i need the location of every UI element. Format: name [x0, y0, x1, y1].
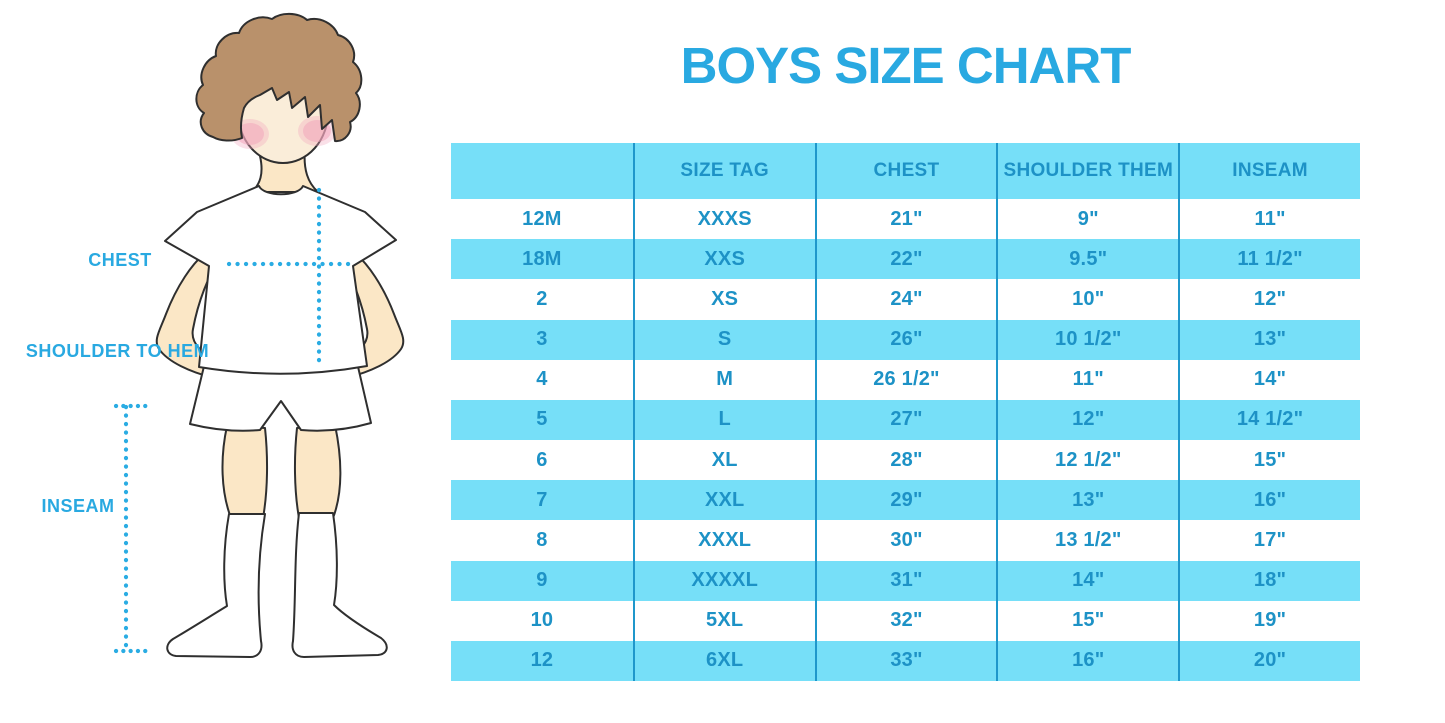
table-cell: 22": [814, 239, 997, 280]
table-cell: XXS: [632, 239, 815, 280]
table-row: 9 XXXXL 31" 14" 18": [451, 560, 1360, 601]
table-row: 3 S 26" 10 1/2" 13": [451, 319, 1360, 360]
page-title: BOYS SIZE CHART: [680, 37, 1132, 94]
table-cell: 17": [1178, 520, 1360, 561]
table-cell: XXXS: [632, 199, 815, 240]
table-cell: 20": [1178, 640, 1360, 682]
header-cell: [451, 143, 633, 199]
table-cell: 7: [536, 488, 548, 511]
table-cell: 10": [996, 279, 1178, 320]
table-cell: 29": [814, 480, 997, 521]
table-cell: 27": [814, 399, 997, 441]
table-cell: 14": [996, 560, 1178, 601]
table-cell: 9: [536, 569, 548, 592]
table-cell: 26 1/2": [814, 359, 997, 400]
legs: [221, 424, 342, 519]
table-cell: 3: [536, 328, 548, 351]
table-cell: 24": [814, 279, 997, 320]
table-row: 7 XXL 29" 13" 16": [451, 480, 1360, 521]
table-row: 4 M 26 1/2" 11" 14": [451, 359, 1360, 400]
table-cell: 12: [530, 649, 554, 672]
table-cell: 8: [536, 528, 548, 551]
table-cell: 11": [996, 359, 1178, 400]
table-cell: 6XL: [632, 640, 815, 682]
table-cell: XXXXL: [632, 560, 815, 601]
table-cell: 11": [1178, 199, 1360, 240]
inseam-line: [113, 403, 149, 654]
table-cell: 9": [996, 199, 1178, 240]
table-cell: 12": [996, 399, 1178, 441]
header-cell: INSEAM: [1178, 143, 1360, 199]
table-cell: 14 1/2": [1178, 399, 1360, 441]
table-cell: 9.5": [996, 239, 1178, 280]
table-cell: 10 1/2": [996, 319, 1178, 360]
table-cell: M: [632, 359, 815, 400]
hair: [195, 12, 363, 143]
table-row: 8 XXXL 30" 13 1/2" 17": [451, 520, 1360, 561]
table-cell: XXL: [632, 480, 815, 521]
t-shirt: [164, 185, 397, 375]
size-table: SIZE TAG CHEST SHOULDER THEM INSEAM 12M XXXS 2…: [451, 143, 1360, 682]
table-cell: 16": [1178, 480, 1360, 521]
table-row: 10 5XL 32" 15" 19": [451, 600, 1360, 641]
table-row: 5 L 27" 12" 14 1/2": [451, 399, 1360, 441]
table-cell: 18M: [522, 247, 562, 270]
header-cell: SIZE TAG: [632, 143, 815, 199]
socks: [166, 512, 388, 658]
table-row: 18M XXS 22" 9.5" 11 1/2": [451, 239, 1360, 280]
table-cell: 14": [1178, 359, 1360, 400]
table-cell: XL: [632, 440, 815, 481]
table-cell: 26": [814, 319, 997, 360]
table-cell: 18": [1178, 560, 1360, 601]
table-cell: XS: [632, 279, 815, 320]
table-row: 2 XS 24" 10" 12": [451, 279, 1360, 320]
table-cell: 4: [536, 368, 548, 391]
table-cell: 12": [1178, 279, 1360, 320]
table-cell: 13 1/2": [996, 520, 1178, 561]
header-cell: SHOULDER THEM: [996, 143, 1178, 199]
table-cell: 10: [530, 609, 554, 632]
table-cell: XXXL: [632, 520, 815, 561]
table-cell: 13": [1178, 319, 1360, 360]
table-cell: 21": [814, 199, 997, 240]
table-cell: 32": [814, 600, 997, 641]
table-cell: 11 1/2": [1178, 239, 1360, 280]
table-cell: 5XL: [632, 600, 815, 641]
table-cell: 13": [996, 480, 1178, 521]
table-cell: 6: [536, 448, 548, 471]
table-cell: 31": [814, 560, 997, 601]
shoulder-to-hem-label: SHOULDER TO HEM: [25, 341, 210, 361]
table-cell: 2: [536, 287, 548, 310]
table-row: 6 XL 28" 12 1/2" 15": [451, 440, 1360, 481]
table-cell: 15": [996, 600, 1178, 641]
header-row: SIZE TAG CHEST SHOULDER THEM INSEAM: [451, 143, 1360, 199]
header-cell: CHEST: [814, 143, 997, 199]
inseam-label: INSEAM: [41, 496, 115, 516]
table-cell: L: [632, 399, 815, 441]
table-row: 12M XXXS 21" 9" 11": [451, 199, 1360, 240]
table-cell: S: [632, 319, 815, 360]
chest-label: CHEST: [88, 250, 152, 270]
table-cell: 5: [536, 408, 548, 431]
boy-figure-illustration: [113, 12, 405, 658]
table-cell: 15": [1178, 440, 1360, 481]
table-cell: 12 1/2": [996, 440, 1178, 481]
table-cell: 28": [814, 440, 997, 481]
table-cell: 16": [996, 640, 1178, 682]
table-cell: 30": [814, 520, 997, 561]
table-cell: 19": [1178, 600, 1360, 641]
table-cell: 12M: [522, 207, 562, 230]
table-row: 12 6XL 33" 16" 20": [451, 640, 1360, 682]
table-cell: 33": [814, 640, 997, 682]
